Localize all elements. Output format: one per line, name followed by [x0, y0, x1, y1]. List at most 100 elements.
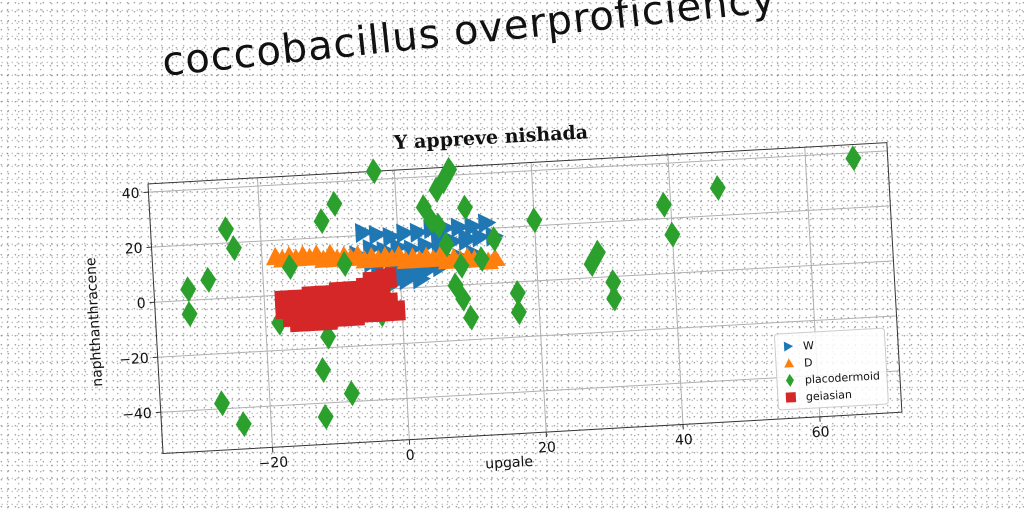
- placodermoid-point: [583, 250, 600, 277]
- w-point: [412, 269, 431, 290]
- placodermoid-point: [218, 216, 234, 243]
- chart-container: Y appreve nishada −20 0 20 40 60 −40 −20 0 20 40 …: [51, 96, 930, 503]
- legend-marker-w: [783, 341, 794, 352]
- placodermoid-point: [441, 156, 458, 183]
- x-tick-label: 60: [811, 424, 830, 441]
- placodermoid-point: [655, 191, 672, 218]
- y-tick-label: 20: [124, 241, 143, 258]
- y-gridline: [154, 260, 894, 303]
- y-tick-label: −20: [119, 351, 149, 369]
- legend-marker-d: [784, 358, 795, 368]
- y-tick-label: −40: [122, 406, 152, 424]
- d-point: [396, 250, 417, 270]
- placodermoid-point: [181, 301, 198, 328]
- x-gridline: [256, 177, 274, 448]
- x-tick-label: 40: [675, 432, 694, 449]
- placodermoid-point: [845, 145, 862, 172]
- placodermoid-point: [214, 390, 231, 417]
- x-gridline: [667, 154, 684, 425]
- y-tick-label: 0: [136, 296, 146, 312]
- ticks-layer: −20 0 20 40 60 −40 −20 0 20 40: [119, 186, 830, 473]
- y-tick-label: 40: [121, 186, 140, 203]
- placodermoid-point: [180, 276, 197, 303]
- y-axis-label: naphthanthracene: [83, 257, 106, 387]
- d-point: [314, 249, 335, 269]
- w-point: [458, 228, 477, 249]
- placodermoid-point: [589, 239, 606, 266]
- legend-label-w: W: [803, 339, 815, 353]
- d-point: [382, 248, 403, 268]
- series-d: [266, 243, 506, 270]
- placodermoid-point: [438, 231, 455, 258]
- placodermoid-point: [326, 190, 343, 217]
- placodermoid-point: [473, 246, 490, 273]
- scatter-chart: Y appreve nishada −20 0 20 40 60−40−2002040 …: [83, 121, 903, 473]
- placodermoid-point: [605, 269, 622, 296]
- legend-label-geiasian: geiasian: [806, 388, 853, 404]
- placodermoid-point: [456, 194, 473, 221]
- plot-frame: [147, 142, 903, 455]
- legend-label-placodermoid: placodermoid: [805, 369, 881, 386]
- placodermoid-point: [434, 168, 451, 195]
- y-gridline: [151, 205, 891, 248]
- placodermoid-point: [317, 403, 334, 430]
- series-placodermoid: [180, 145, 862, 438]
- w-point: [368, 225, 388, 245]
- x-tick-label: 0: [405, 447, 415, 463]
- placodermoid-point: [463, 304, 480, 331]
- d-point: [355, 250, 376, 269]
- placodermoid-point: [423, 207, 440, 234]
- x-tick-label: 20: [538, 440, 557, 457]
- placodermoid-point: [336, 250, 353, 277]
- d-point: [424, 249, 444, 268]
- d-point: [410, 249, 431, 269]
- placodermoid-point: [281, 254, 298, 281]
- placodermoid-point: [225, 235, 242, 262]
- legend-label-d: D: [804, 356, 813, 369]
- placodermoid-point: [664, 221, 681, 248]
- placodermoid-point: [313, 208, 330, 235]
- placodermoid-point: [428, 176, 445, 203]
- y-gridline: [148, 150, 888, 193]
- placodermoid-point: [606, 285, 623, 312]
- placodermoid-point: [200, 266, 217, 293]
- placodermoid-point: [315, 357, 332, 384]
- w-point: [354, 223, 374, 244]
- legend-box: [774, 327, 889, 411]
- placodermoid-point: [343, 380, 360, 407]
- placodermoid-point: [510, 299, 527, 326]
- geiasian-point: [384, 300, 406, 322]
- placodermoid-point: [235, 411, 252, 438]
- placodermoid-point: [709, 174, 726, 201]
- w-point: [450, 217, 470, 238]
- placodermoid-point: [486, 226, 503, 253]
- w-point: [417, 236, 436, 257]
- d-point: [369, 249, 390, 268]
- series-geiasian: [274, 267, 406, 333]
- banner-title: coccobacillus overproficiency: [160, 0, 779, 86]
- w-point: [396, 223, 415, 244]
- y-gridline: [157, 315, 897, 358]
- w-point: [398, 270, 418, 291]
- marks-layer: [180, 145, 862, 438]
- placodermoid-point: [271, 309, 288, 336]
- d-point: [300, 247, 321, 267]
- w-point: [409, 222, 429, 243]
- placodermoid-point: [365, 158, 382, 185]
- w-point: [471, 227, 491, 248]
- w-point: [477, 213, 497, 234]
- placodermoid-point: [509, 279, 526, 306]
- chart-title: Y appreve nishada: [392, 121, 588, 154]
- x-tick-label: −20: [258, 455, 288, 473]
- placodermoid-point: [453, 252, 470, 279]
- geiasian-point: [376, 267, 398, 289]
- placodermoid-point: [455, 285, 472, 312]
- placodermoid-point: [526, 207, 543, 234]
- legend-marker-geiasian: [785, 392, 797, 403]
- legend-marker-placodermoid: [785, 373, 794, 387]
- w-point: [382, 227, 402, 247]
- w-point: [464, 216, 483, 237]
- x-axis-label: upgale: [485, 454, 534, 473]
- d-point: [437, 251, 458, 270]
